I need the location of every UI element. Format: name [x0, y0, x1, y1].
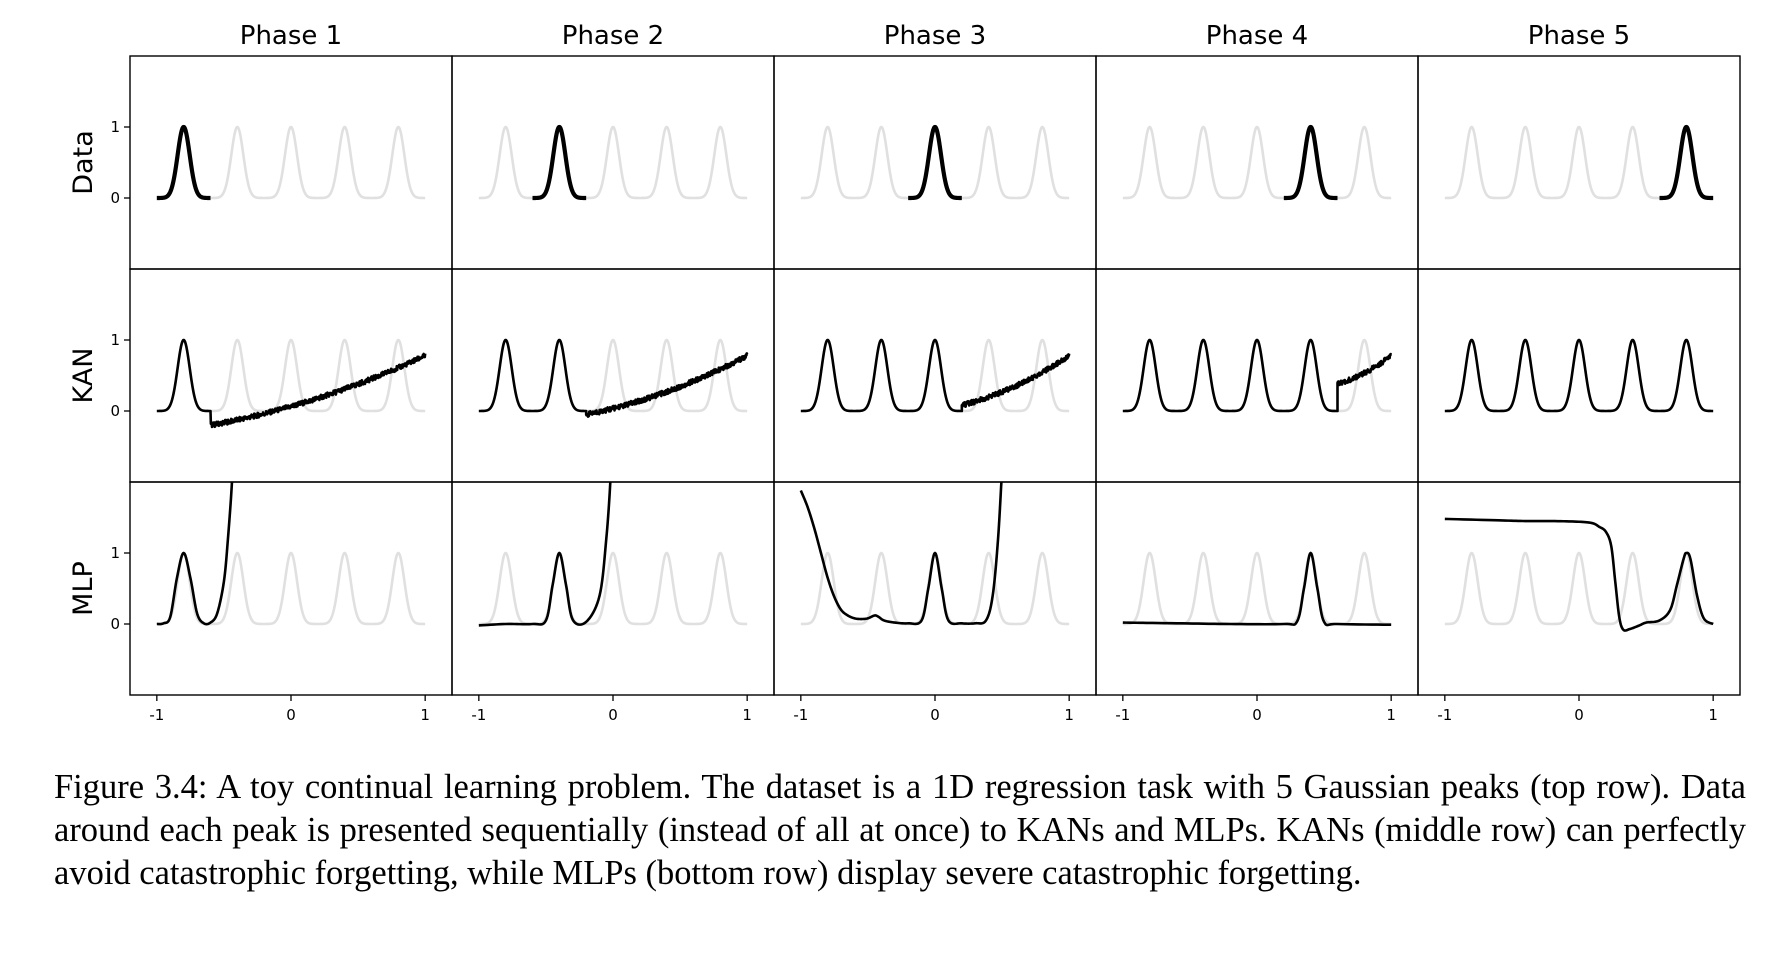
panel-frame	[1095, 55, 1419, 270]
data-peak-curve	[156, 124, 211, 201]
kan-prediction-curve	[1121, 338, 1393, 413]
x-tick-label: 0	[1574, 706, 1584, 724]
panel-kan-phase-4	[1121, 338, 1393, 413]
panel-kan-phase-2	[477, 338, 749, 418]
x-tick-label: -1	[793, 706, 808, 724]
panel-mlp-phase-5	[1444, 517, 1714, 632]
panel-frame	[1417, 268, 1741, 483]
x-tick-label: 0	[286, 706, 296, 724]
panel-data-phase-2	[478, 124, 748, 201]
background-peaks	[1444, 338, 1714, 413]
panel-kan-phase-1	[155, 338, 427, 429]
x-tick-label: -1	[1115, 706, 1130, 724]
x-tick-label: -1	[471, 706, 486, 724]
panel-kan-phase-5	[1443, 338, 1715, 413]
x-tick-label: -1	[149, 706, 164, 724]
x-tick-label: 1	[742, 706, 752, 724]
y-tick-label: 1	[110, 118, 120, 136]
panel-data-phase-5	[1444, 124, 1714, 201]
mlp-prediction-curve	[799, 482, 1005, 626]
background-peaks	[1122, 338, 1392, 413]
panel-data-phase-1	[156, 124, 426, 201]
panel-frame	[773, 481, 1097, 696]
x-tick-label: 1	[420, 706, 430, 724]
mlp-prediction-curve	[1122, 551, 1392, 627]
y-tick-label: 0	[110, 402, 120, 420]
panel-frame	[1095, 268, 1419, 483]
row-label-mlp: MLP	[68, 561, 99, 616]
panel-frame	[773, 55, 1097, 270]
figure-caption: Figure 3.4: A toy continual learning pro…	[54, 768, 1746, 892]
panel-mlp-phase-1	[155, 482, 426, 626]
panel-frame	[1095, 481, 1419, 696]
column-title-phase-4: Phase 4	[1206, 21, 1308, 51]
x-tick-label: 0	[1252, 706, 1262, 724]
row-label-kan: KAN	[68, 348, 99, 404]
panel-frame	[451, 481, 775, 696]
background-peaks	[1122, 551, 1392, 626]
y-tick-label: 1	[110, 544, 120, 562]
column-title-phase-2: Phase 2	[562, 21, 664, 51]
background-peaks	[478, 125, 748, 200]
x-tick-label: 0	[608, 706, 618, 724]
panel-frame	[129, 481, 453, 696]
mlp-prediction-curve	[478, 482, 613, 627]
panel-frame	[451, 268, 775, 483]
data-peak-curve	[1283, 124, 1338, 201]
panel-frame	[1417, 481, 1741, 696]
column-title-phase-1: Phase 1	[240, 21, 342, 51]
y-tick-label: 0	[110, 189, 120, 207]
data-peak-curve	[908, 124, 962, 201]
kan-prediction-curve	[155, 338, 427, 429]
kan-prediction-curve	[799, 338, 1071, 413]
panel-mlp-phase-3	[799, 482, 1070, 626]
mlp-prediction-curve	[155, 482, 235, 626]
panel-mlp-phase-2	[478, 482, 748, 627]
figure: 0 1 Data Phase 1 Phase 2 Phase 3 Phase 4 Phase …	[68, 21, 1741, 724]
data-peak-curve	[532, 124, 587, 201]
panel-frame	[129, 268, 453, 483]
background-peaks	[478, 551, 748, 626]
column-title-phase-5: Phase 5	[1528, 21, 1630, 51]
x-tick-label: 0	[930, 706, 940, 724]
data-peak-curve	[1659, 124, 1714, 201]
y-tick-label: 1	[110, 331, 120, 349]
panel-data-phase-3	[800, 124, 1070, 201]
kan-prediction-curve	[477, 338, 749, 418]
background-peaks	[800, 125, 1070, 200]
background-peaks	[1122, 125, 1392, 200]
panel-frame	[773, 268, 1097, 483]
background-peaks	[1444, 551, 1714, 626]
x-tick-label: 1	[1386, 706, 1396, 724]
background-peaks	[800, 338, 1070, 413]
background-peaks	[800, 551, 1070, 626]
x-tick-label: 1	[1708, 706, 1718, 724]
panel-mlp-phase-4	[1122, 551, 1392, 627]
panel-kan-phase-3	[799, 338, 1071, 413]
x-tick-label: 1	[1064, 706, 1074, 724]
x-tick-label: -1	[1437, 706, 1452, 724]
mlp-prediction-curve	[1444, 517, 1714, 632]
y-tick-label: 0	[110, 615, 120, 633]
panel-frame	[451, 55, 775, 270]
row-label-data: Data	[68, 130, 99, 194]
panel-data-phase-4	[1122, 124, 1392, 201]
column-title-phase-3: Phase 3	[884, 21, 986, 51]
continual-learning-figure: 0 1 Data Phase 1 Phase 2 Phase 3 Phase 4 Phase …	[68, 21, 1741, 724]
kan-prediction-curve	[1443, 338, 1715, 413]
